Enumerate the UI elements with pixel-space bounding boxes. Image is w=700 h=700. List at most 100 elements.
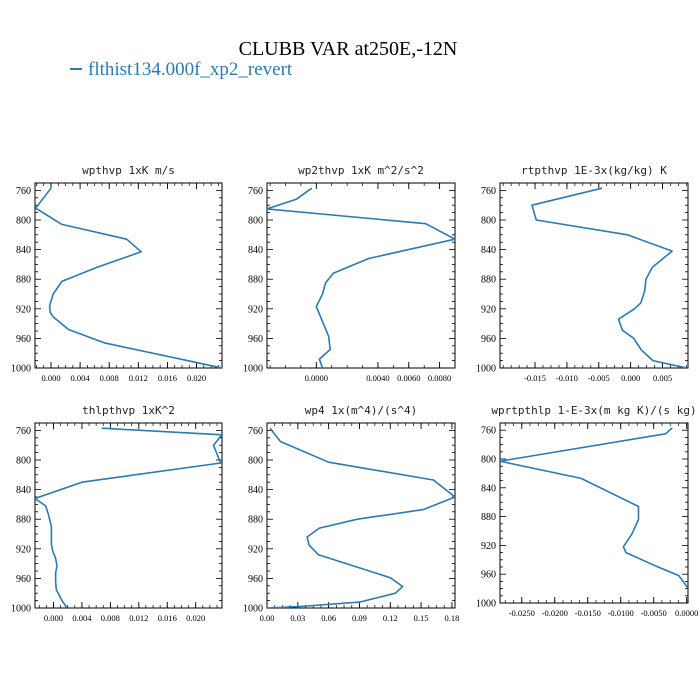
x-tick-label: 0.016 (158, 373, 177, 383)
panel-title: rtpthvp 1E-3x(kg/kg) K (521, 164, 667, 177)
y-tick-label: 800 (248, 216, 263, 227)
panel-title: thlpthvp 1xK^2 (82, 404, 175, 417)
x-tick-label: 0.012 (129, 613, 148, 623)
panel-3: rtpthvp 1E-3x(kg/kg) K 760 800 840 880 920 960… (476, 164, 689, 383)
x-tick-label: 0.000 (44, 613, 63, 623)
y-tick-label: 800 (481, 455, 496, 466)
y-tick-label: 920 (248, 304, 263, 315)
y-tick-label: 760 (248, 186, 263, 197)
y-tick-label: 960 (16, 334, 31, 345)
x-tick-label: 0.18 (444, 613, 459, 623)
y-tick-label: 920 (248, 544, 263, 555)
panel-frame (499, 422, 689, 604)
x-tick-label: 0.000 (41, 373, 60, 383)
y-tick-label: 840 (481, 483, 496, 494)
y-tick-label: 880 (248, 275, 263, 286)
y-tick-label: 760 (248, 426, 263, 437)
x-tick-label: -0.015 (524, 373, 546, 383)
y-tick-label: 1000 (243, 604, 263, 615)
y-tick-label: 840 (248, 245, 263, 256)
x-tick-label: 0.12 (383, 613, 398, 623)
panels-group: wpthvp 1xK m/s76080084088092096010000.00… (11, 164, 698, 623)
panel-title: wp4 1x(m^4)/(s^4) (305, 404, 418, 417)
x-tick-label: 0.016 (158, 613, 177, 623)
x-tick-label: 0.06 (321, 613, 336, 623)
panel-title: wpthvp 1xK m/s (82, 164, 175, 177)
y-tick-label: 960 (16, 574, 31, 585)
y-tick-label: 880 (16, 515, 31, 526)
x-tick-label: 0.0000 (675, 608, 698, 618)
panel-title: wprtpthlp 1-E-3x(m kg K)/(s kg) (491, 404, 696, 417)
x-tick-label: 0.15 (414, 613, 429, 623)
x-tick-label: 0.00 (260, 613, 275, 623)
x-tick-label: 0.000 (621, 373, 640, 383)
y-tick-label: 920 (481, 541, 496, 552)
x-tick-label: -0.0250 (509, 608, 535, 618)
y-tick-label: 800 (16, 216, 31, 227)
y-tick-label: 1000 (243, 364, 263, 375)
panel-2: wp2thvp 1xK m^2/s^2 760 800 840 880 920 960 100… (243, 164, 456, 383)
y-tick-label: 1000 (476, 364, 496, 375)
x-tick-label: 0.020 (186, 613, 205, 623)
x-tick-label: 0.008 (100, 373, 119, 383)
panel-title: wp2thvp 1xK m^2/s^2 (298, 164, 424, 177)
y-tick-label: 960 (248, 334, 263, 345)
y-tick-label: 840 (481, 245, 496, 256)
legend-label: flthist134.000f_xp2_revert (88, 59, 293, 80)
y-tick-label: 760 (16, 186, 31, 197)
panel-6: wprtpthlp 1-E-3x(m kg K)/(s kg) 760 800 840… (476, 404, 698, 618)
x-tick-label: 0.09 (352, 613, 367, 623)
x-tick-label: 0.012 (129, 373, 148, 383)
panel-5: wp4 1x(m^4)/(s^4)76080084088092096010000… (243, 404, 459, 623)
x-tick-label: 0.0080 (428, 373, 451, 383)
series-line (267, 187, 455, 368)
y-tick-label: 800 (481, 216, 496, 227)
y-tick-label: 840 (16, 245, 31, 256)
y-tick-label: 840 (16, 485, 31, 496)
series-line (531, 187, 687, 368)
x-tick-label: 0.005 (653, 373, 672, 383)
x-tick-label: -0.010 (556, 373, 578, 383)
y-tick-label: 960 (481, 570, 496, 581)
panel-frame (34, 182, 223, 369)
panel-1: wpthvp 1xK m/s 760 800 840 880 920 960 1000 0.00… (11, 164, 223, 383)
x-tick-label: 0.004 (71, 373, 91, 383)
y-tick-label: 920 (16, 304, 31, 315)
x-tick-label: -0.0100 (608, 608, 634, 618)
panel-frame (266, 422, 456, 609)
panel-frame (266, 182, 456, 369)
y-tick-label: 920 (481, 304, 496, 315)
figure-title: CLUBB VAR at250E,-12N (239, 38, 458, 60)
x-tick-label: 0.0040 (366, 373, 389, 383)
x-tick-label: 0.008 (101, 613, 120, 623)
panel-frame (499, 182, 689, 369)
panel-frame (34, 422, 223, 609)
x-tick-label: -0.0150 (575, 608, 601, 618)
x-tick-label: 0.0000 (305, 373, 328, 383)
series-line (500, 427, 688, 588)
y-tick-label: 880 (16, 275, 31, 286)
y-tick-label: 760 (481, 186, 496, 197)
x-tick-label: -0.0050 (641, 608, 667, 618)
y-tick-label: 760 (16, 426, 31, 437)
series-line (35, 187, 222, 368)
x-tick-label: 0.0060 (397, 373, 420, 383)
y-tick-label: 920 (16, 544, 31, 555)
y-tick-label: 800 (248, 456, 263, 467)
x-tick-label: 0.004 (72, 613, 92, 623)
y-tick-label: 840 (248, 485, 263, 496)
y-tick-label: 880 (481, 512, 496, 523)
panel-4: thlpthvp 1xK^2 760 800 840 880 920 960 1000 0.00… (11, 404, 223, 623)
series-line (267, 427, 455, 608)
y-tick-label: 1000 (11, 604, 31, 615)
y-tick-label: 960 (248, 574, 263, 585)
x-tick-label: 0.020 (187, 373, 206, 383)
x-tick-label: 0.03 (290, 613, 305, 623)
y-tick-label: 1000 (476, 599, 496, 610)
series-line (35, 427, 222, 608)
x-tick-label: -0.005 (588, 373, 610, 383)
y-tick-label: 880 (481, 275, 496, 286)
y-tick-label: 960 (481, 334, 496, 345)
y-tick-label: 800 (16, 456, 31, 467)
